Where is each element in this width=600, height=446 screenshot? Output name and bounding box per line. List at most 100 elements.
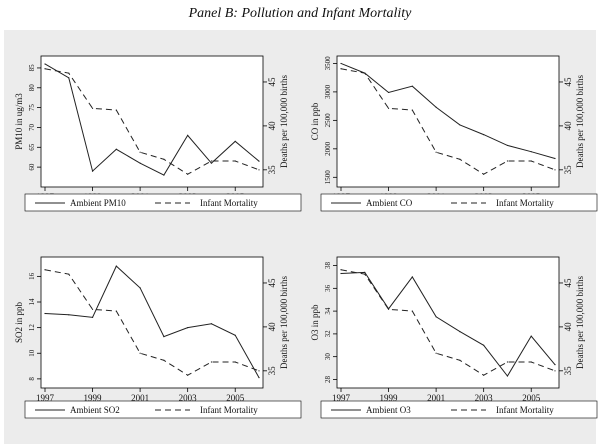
data-point xyxy=(163,359,165,361)
data-point xyxy=(139,352,141,354)
data-point xyxy=(163,335,165,338)
data-point xyxy=(364,273,366,275)
data-point xyxy=(210,323,213,325)
data-point xyxy=(435,106,437,108)
data-point xyxy=(115,109,117,111)
y-tick-label-right: 35 xyxy=(267,366,277,376)
y-tick-label-left: 30 xyxy=(324,353,332,361)
data-point xyxy=(364,271,366,273)
legend-label-pollutant: Ambient CO xyxy=(366,198,413,208)
data-point xyxy=(234,140,236,142)
data-point xyxy=(163,174,165,176)
data-point xyxy=(459,124,461,126)
data-point xyxy=(554,364,556,366)
y-axis-title-left: PM10 in ug/m3 xyxy=(14,93,24,150)
data-point xyxy=(411,276,413,278)
data-point xyxy=(530,160,532,162)
y-tick-label-right: 40 xyxy=(267,121,277,130)
data-point xyxy=(68,72,70,74)
data-point xyxy=(387,308,390,310)
y-tick-label-right: 45 xyxy=(563,278,573,288)
data-point xyxy=(554,157,556,160)
data-point xyxy=(44,312,46,315)
data-point xyxy=(187,134,189,136)
page-title: Panel B: Pollution and Infant Mortality xyxy=(188,6,412,21)
series-line-pollutant xyxy=(340,62,556,159)
data-point xyxy=(506,361,509,363)
data-point xyxy=(187,173,189,175)
y-tick-label-right: 35 xyxy=(267,165,277,175)
y-tick-label-left: 80 xyxy=(28,84,36,92)
y-tick-label-right: 35 xyxy=(563,366,573,376)
data-point xyxy=(44,269,46,271)
data-point xyxy=(139,162,141,164)
data-point xyxy=(210,361,213,363)
data-point xyxy=(68,314,70,316)
y-tick-label-right: 45 xyxy=(267,77,277,87)
data-point xyxy=(187,327,189,329)
y-tick-label-left: 3000 xyxy=(324,84,332,99)
x-tick-label: 2001 xyxy=(427,393,445,403)
data-point xyxy=(554,370,556,372)
data-point xyxy=(411,310,413,312)
data-point xyxy=(139,287,141,289)
y-tick-label-left: 16 xyxy=(28,272,36,280)
plot-area xyxy=(40,55,264,188)
data-point xyxy=(435,316,437,318)
series-line-pollutant xyxy=(340,271,556,377)
data-point xyxy=(411,85,413,87)
legend-label-pollutant: Ambient O3 xyxy=(366,405,411,415)
data-point xyxy=(68,273,70,275)
y-tick-label-right: 40 xyxy=(267,322,277,332)
data-point xyxy=(187,374,189,376)
y-tick-label-left: 1500 xyxy=(324,170,332,185)
y-tick-label-left: 60 xyxy=(28,163,36,171)
data-point xyxy=(91,316,94,318)
data-point xyxy=(435,352,437,354)
data-point xyxy=(530,335,532,337)
y-tick-label-left: 38 xyxy=(324,262,332,270)
data-point xyxy=(387,91,390,94)
data-point xyxy=(435,151,437,153)
data-point xyxy=(91,308,94,310)
data-point xyxy=(483,344,485,346)
y-axis-title-right: Deaths per 100,000 births xyxy=(279,75,289,168)
y-tick-label-left: 8 xyxy=(28,377,36,381)
y-axis-title-right: Deaths per 100,000 births xyxy=(575,276,585,369)
data-point xyxy=(340,269,342,271)
y-axis-title-left: SO2 in ppb xyxy=(14,302,24,344)
x-tick-label: 2001 xyxy=(131,393,149,403)
data-point xyxy=(459,331,461,333)
data-point xyxy=(258,169,260,171)
data-point xyxy=(340,62,342,65)
y-tick-label-right: 40 xyxy=(563,121,573,130)
data-point xyxy=(483,173,485,175)
data-point xyxy=(258,160,260,162)
plot-area xyxy=(336,55,560,188)
plot-area xyxy=(336,256,560,389)
data-point xyxy=(258,376,260,379)
x-tick-label: 1997 xyxy=(36,393,55,403)
plot-area xyxy=(40,256,264,389)
y-tick-label-left: 2000 xyxy=(324,141,332,156)
series-line-infant-mortality xyxy=(44,68,260,175)
legend-box xyxy=(320,400,598,419)
x-tick-label: 2003 xyxy=(475,393,494,403)
data-point xyxy=(411,109,413,111)
x-tick-label: 1999 xyxy=(84,393,103,403)
y-tick-label-right: 40 xyxy=(563,322,573,332)
x-tick-label: 1997 xyxy=(332,393,351,403)
series-line-infant-mortality xyxy=(340,68,556,175)
data-point xyxy=(234,334,236,336)
y-tick-label-left: 65 xyxy=(28,143,36,151)
y-tick-label-left: 70 xyxy=(28,123,36,131)
legend-label-pollutant: Ambient PM10 xyxy=(70,198,126,208)
series-line-pollutant xyxy=(44,265,260,378)
series-line-infant-mortality xyxy=(44,269,260,376)
legend-label-infant-mortality: Infant Mortality xyxy=(200,405,258,415)
y-axis-title-right: Deaths per 100,000 births xyxy=(279,276,289,369)
y-tick-label-left: 2500 xyxy=(324,113,332,128)
data-point xyxy=(340,272,342,275)
